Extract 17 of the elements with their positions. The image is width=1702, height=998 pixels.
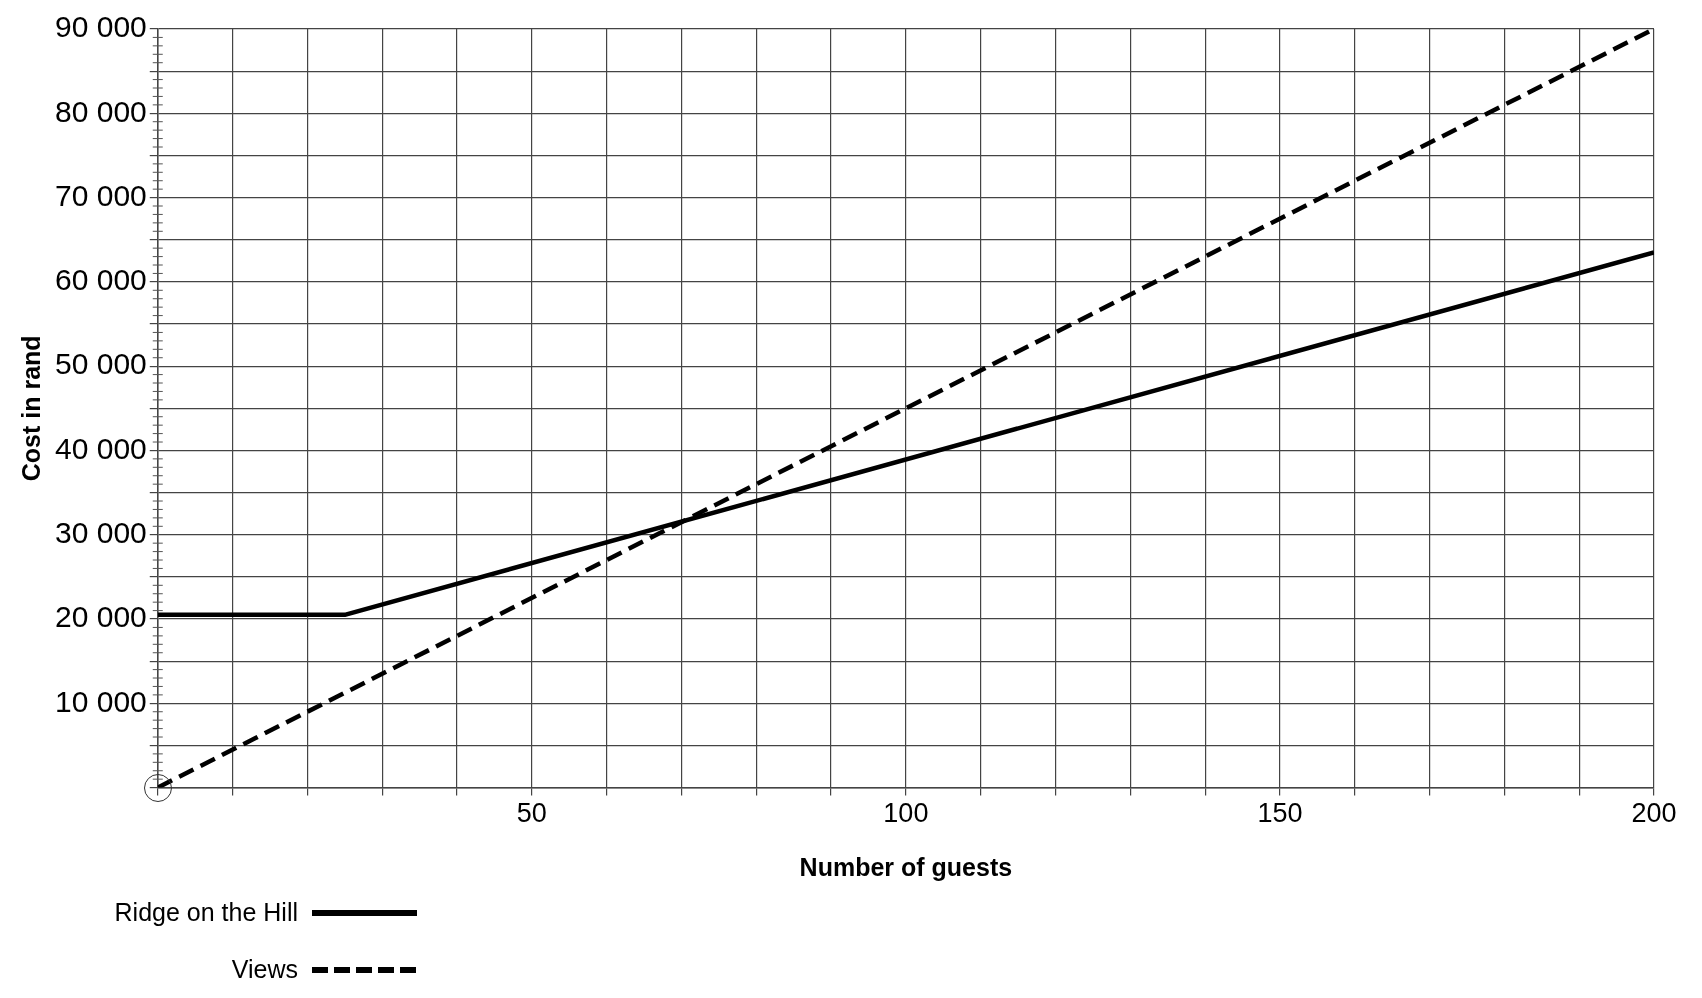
y-tick-label: 70 000: [54, 178, 147, 212]
y-tick-label: 60 000: [54, 263, 147, 297]
y-axis-title: Cost in rand: [16, 335, 45, 482]
legend-label: Views: [230, 955, 298, 984]
y-tick-label: 20 000: [54, 600, 147, 634]
x-tick-label: 100: [883, 798, 929, 829]
x-tick-label: 200: [1631, 798, 1677, 829]
y-tick-label: 50 000: [54, 347, 147, 381]
y-tick-label: 80 000: [54, 94, 147, 128]
y-tick-label: 30 000: [54, 516, 147, 549]
y-tick-label: 10 000: [54, 684, 147, 718]
y-tick-label: 90 000: [54, 10, 147, 44]
y-tick-label: 40 000: [54, 431, 147, 465]
x-tick-label: 50: [516, 798, 547, 829]
x-axis-title: Number of guests: [799, 852, 1013, 881]
legend-label: Ridge on the Hill: [113, 898, 298, 927]
x-tick-label: 150: [1257, 798, 1303, 829]
